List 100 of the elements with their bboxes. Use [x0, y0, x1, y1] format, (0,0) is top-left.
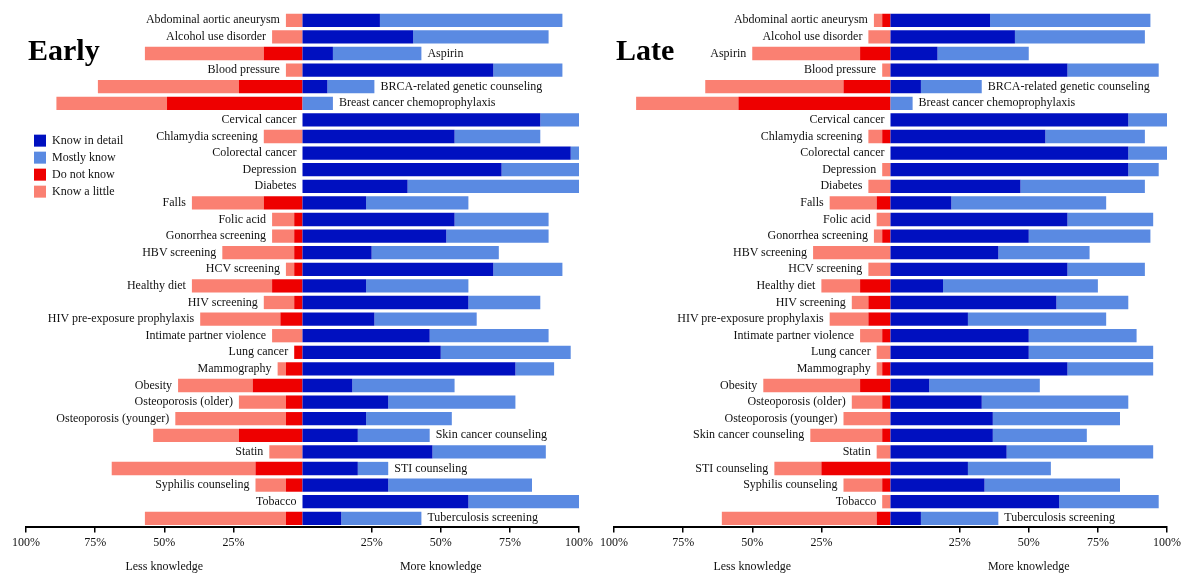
bar — [1067, 63, 1159, 77]
bar — [890, 279, 944, 293]
bar — [285, 412, 303, 426]
bar — [882, 129, 891, 144]
bar — [302, 13, 380, 27]
y-tick-label: HIV screening — [775, 294, 846, 309]
bar — [992, 428, 1087, 442]
x-tick-label: 25% — [810, 534, 833, 549]
bar — [302, 478, 389, 492]
y-tick-label: BRCA-related genetic counseling — [987, 78, 1150, 93]
bar — [302, 229, 447, 243]
y-tick-label: Folic acid — [823, 211, 871, 226]
bar — [943, 279, 1098, 293]
y-tick-label: Falls — [162, 195, 187, 210]
bar — [407, 179, 579, 193]
y-tick-label: Chlamydia screening — [760, 128, 863, 143]
x-tick-label: 100% — [600, 534, 628, 549]
bar — [302, 63, 494, 77]
bar — [873, 229, 883, 243]
bar — [890, 262, 1068, 276]
bar — [272, 329, 303, 343]
bar — [882, 428, 891, 442]
bar — [882, 13, 891, 27]
bar — [570, 146, 579, 160]
bar — [302, 378, 353, 393]
y-tick-label: Aspirin — [710, 45, 747, 60]
text: Late — [616, 32, 675, 66]
bar — [238, 428, 303, 442]
bar — [890, 13, 991, 27]
y-tick-label: Osteoporosis (older) — [747, 394, 846, 409]
y-tick-label: Gonorrhea screening — [767, 228, 868, 243]
bar — [882, 63, 891, 77]
bar — [821, 279, 861, 293]
bar — [1006, 445, 1154, 459]
bar — [263, 129, 303, 144]
legend-label: Know in detail — [52, 132, 124, 147]
bar — [272, 279, 303, 293]
bar — [1067, 362, 1154, 376]
bar — [302, 412, 367, 426]
bar — [990, 13, 1151, 27]
x-tick-label: 50% — [429, 534, 452, 549]
bar — [890, 163, 1129, 177]
bar — [302, 312, 375, 326]
bar — [1128, 146, 1167, 160]
bar — [285, 13, 303, 27]
bar — [371, 246, 499, 260]
bar — [890, 196, 952, 210]
legend-label: Mostly know — [52, 149, 117, 164]
y-tick-label: HBV screening — [732, 244, 808, 259]
text: Early — [28, 32, 100, 66]
bar — [302, 246, 372, 260]
bar — [967, 312, 1107, 326]
bar — [493, 262, 563, 276]
bar — [890, 495, 1060, 509]
bar — [285, 362, 303, 376]
bar — [813, 246, 891, 260]
bar — [272, 229, 295, 243]
bar — [868, 179, 891, 193]
bar — [984, 478, 1120, 492]
bar — [302, 428, 358, 442]
bar — [332, 46, 422, 61]
bar — [882, 478, 891, 492]
x-tick-label: 25% — [360, 534, 383, 549]
bar — [890, 295, 1057, 310]
x-tick-label: 75% — [498, 534, 521, 549]
bar — [302, 129, 455, 144]
bar — [843, 478, 883, 492]
bar — [843, 412, 891, 426]
bar — [873, 13, 883, 27]
text: Less knowledge — [125, 558, 204, 573]
bar — [191, 279, 273, 293]
bar — [810, 428, 883, 442]
y-tick-label: Skin cancer counseling — [693, 427, 805, 442]
y-tick-label: Tobacco — [256, 493, 297, 508]
y-tick-label: Chlamydia screening — [156, 128, 258, 143]
x-tick-label: 50% — [1017, 534, 1040, 549]
y-tick-label: HIV pre-exposure prophylaxis — [677, 311, 824, 326]
bar — [302, 30, 414, 44]
bar — [388, 478, 532, 492]
bar — [294, 229, 303, 243]
bar — [540, 113, 579, 127]
bar — [1128, 113, 1167, 127]
bar — [890, 329, 1029, 343]
bar — [992, 412, 1120, 426]
text: Less knowledge — [713, 558, 792, 573]
bar — [294, 212, 303, 227]
y-tick-label: Colorectal cancer — [212, 145, 297, 160]
bar — [178, 378, 253, 393]
bar — [285, 478, 303, 492]
bar — [998, 246, 1090, 260]
bar — [981, 395, 1129, 409]
bar — [1056, 295, 1129, 310]
bar — [302, 362, 516, 376]
bar — [97, 80, 239, 94]
y-tick-label: Intimate partner violence — [145, 327, 267, 342]
bar — [153, 428, 239, 442]
bar — [636, 96, 739, 110]
y-tick-label: Diabetes — [254, 178, 297, 193]
bar — [868, 312, 891, 326]
bar — [269, 445, 303, 459]
